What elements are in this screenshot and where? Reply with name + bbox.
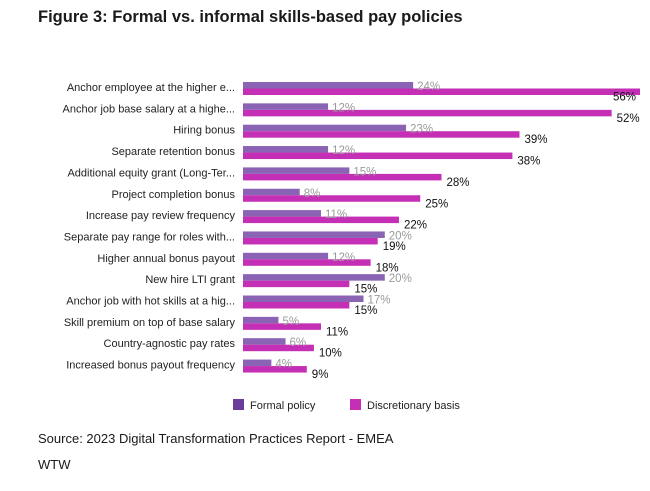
data-label-discretionary-basis: 39% [524, 134, 547, 146]
bar-formal-policy [243, 124, 407, 132]
data-label-discretionary-basis: 25% [425, 198, 448, 210]
bar-formal-policy [243, 188, 300, 196]
data-label-formal-policy: 17% [368, 295, 391, 307]
bar-formal-policy [243, 82, 414, 89]
bar-formal-policy [243, 295, 364, 302]
bar-formal-policy [243, 252, 329, 260]
data-label-discretionary-basis: 22% [404, 220, 427, 232]
data-label-discretionary-basis: 56% [613, 92, 636, 104]
category-label: Anchor employee at the higher e... [67, 82, 235, 94]
category-label: Project completion bonus [111, 189, 235, 201]
data-label-formal-policy: 12% [332, 102, 355, 114]
data-label-formal-policy: 15% [353, 166, 376, 178]
bar-discretionary-basis [243, 280, 350, 288]
bar-discretionary-basis [243, 88, 640, 95]
bar-discretionary-basis [243, 323, 321, 330]
category-label: New hire LTI grant [145, 274, 235, 286]
data-label-formal-policy: 20% [389, 273, 412, 285]
data-label-discretionary-basis: 28% [447, 177, 470, 189]
data-label-discretionary-basis: 52% [617, 113, 640, 125]
organization-label: WTW [38, 457, 71, 472]
data-label-formal-policy: 23% [410, 124, 433, 136]
bar-discretionary-basis [243, 302, 350, 309]
legend-swatch-formal-policy [233, 399, 244, 410]
data-label-formal-policy: 11% [325, 209, 347, 221]
bar-discretionary-basis [243, 344, 314, 352]
bar-formal-policy [243, 103, 329, 110]
data-label-discretionary-basis: 19% [383, 241, 406, 253]
bar-discretionary-basis [243, 237, 378, 245]
bar-chart: Anchor employee at the higher e... 24% 56%… [63, 81, 640, 412]
bar-discretionary-basis [243, 131, 520, 138]
legend: Formal policy Discretionary basis [233, 399, 460, 412]
data-label-formal-policy: 6% [290, 337, 307, 349]
data-label-discretionary-basis: 15% [354, 305, 377, 317]
data-label-formal-policy: 20% [389, 230, 412, 242]
bar-discretionary-basis [243, 216, 399, 224]
data-label-formal-policy: 12% [332, 252, 355, 264]
legend-label: Discretionary basis [367, 400, 460, 412]
data-label-discretionary-basis: 38% [517, 156, 540, 168]
data-label-formal-policy: 24% [417, 81, 440, 93]
chart-title: Figure 3: Formal vs. informal skills-bas… [38, 8, 463, 26]
bar-discretionary-basis [243, 195, 421, 202]
bar-discretionary-basis [243, 152, 513, 160]
bar-formal-policy [243, 146, 329, 153]
bar-formal-policy [243, 338, 286, 345]
bar-formal-policy [243, 359, 272, 367]
data-label-discretionary-basis: 15% [354, 284, 377, 296]
category-label: Separate pay range for roles with... [64, 231, 235, 243]
category-label: Increase pay review frequency [86, 210, 236, 222]
data-label-discretionary-basis: 11% [326, 326, 348, 338]
data-label-discretionary-basis: 9% [312, 369, 329, 381]
category-label: Country-agnostic pay rates [104, 338, 236, 350]
category-label: Anchor job with hot skills at a hig... [66, 296, 235, 308]
category-label: Anchor job base salary at a highe... [63, 103, 235, 115]
bar-formal-policy [243, 274, 385, 281]
bar-discretionary-basis [243, 366, 307, 373]
data-label-discretionary-basis: 18% [376, 262, 399, 274]
data-label-formal-policy: 5% [282, 316, 299, 328]
bar-formal-policy [243, 231, 385, 238]
bars-group: Anchor employee at the higher e... 24% 56%… [63, 81, 640, 381]
category-label: Hiring bonus [173, 125, 235, 137]
category-label: Higher annual bonus payout [97, 253, 235, 265]
category-label: Separate retention bonus [111, 146, 235, 158]
legend-label: Formal policy [250, 400, 316, 412]
bar-discretionary-basis [243, 173, 442, 181]
category-label: Increased bonus payout frequency [66, 360, 235, 372]
bar-discretionary-basis [243, 109, 612, 117]
data-label-discretionary-basis: 10% [319, 348, 342, 360]
data-label-formal-policy: 12% [332, 145, 355, 157]
category-label: Additional equity grant (Long-Ter... [67, 167, 235, 179]
category-label: Skill premium on top of base salary [64, 317, 236, 329]
data-label-formal-policy: 4% [275, 359, 292, 371]
data-label-formal-policy: 8% [304, 188, 321, 200]
bar-formal-policy [243, 316, 279, 324]
legend-swatch-discretionary-basis [350, 399, 361, 410]
bar-discretionary-basis [243, 259, 371, 266]
bar-formal-policy [243, 167, 350, 174]
bar-formal-policy [243, 210, 321, 217]
source-note: Source: 2023 Digital Transformation Prac… [38, 431, 394, 446]
